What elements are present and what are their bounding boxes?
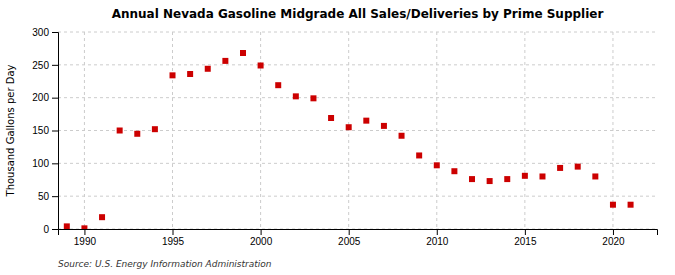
- grid-line-y: [58, 64, 657, 65]
- point: [504, 176, 510, 182]
- point: [310, 95, 316, 101]
- tick: 2005: [338, 229, 361, 247]
- point: [275, 82, 281, 88]
- tick-label: 2020: [602, 236, 625, 247]
- point: [522, 173, 528, 179]
- point: [416, 152, 422, 158]
- tick-mark: [52, 196, 58, 197]
- tick: 200: [32, 92, 58, 103]
- tick: 300: [32, 27, 58, 38]
- tick-mark: [173, 229, 174, 235]
- tick: 0: [43, 224, 58, 235]
- point: [451, 168, 457, 174]
- point: [592, 173, 598, 179]
- plot: 1990 1995 2000 2005 2010 2015 2020 0 50 100 150 200…: [32, 27, 657, 247]
- tick: 2020: [602, 229, 625, 247]
- chart: 1990 1995 2000 2005 2010 2015 2020 0 50 100 150 200…: [0, 0, 675, 275]
- tick-label: 200: [32, 92, 49, 103]
- axis-line: [59, 230, 658, 236]
- tick-mark: [52, 32, 58, 33]
- tick-mark: [52, 163, 58, 164]
- point: [575, 164, 581, 170]
- tick: 2015: [514, 229, 537, 247]
- point: [557, 165, 563, 171]
- point: [293, 93, 299, 99]
- y-axis-title: Thousand Gallons per Day: [5, 64, 16, 197]
- tick: 150: [32, 125, 58, 136]
- tick-mark: [52, 131, 58, 132]
- point: [222, 58, 228, 64]
- tick-label: 50: [38, 191, 50, 202]
- tick-label: 250: [32, 60, 49, 71]
- tick-label: 1995: [162, 236, 185, 247]
- tick: 1995: [162, 229, 185, 247]
- tick-mark: [84, 229, 85, 235]
- tick: 2000: [250, 229, 273, 247]
- tick-mark: [52, 98, 58, 99]
- tick-mark: [349, 229, 350, 235]
- point: [240, 50, 246, 56]
- tick: 1990: [74, 229, 97, 247]
- point: [469, 176, 475, 182]
- tick-label: 2015: [514, 236, 537, 247]
- point: [399, 133, 405, 139]
- grid-line-x: [260, 32, 261, 229]
- grid-line-x: [524, 32, 525, 229]
- point: [487, 178, 493, 184]
- point: [170, 72, 176, 78]
- points: [64, 50, 634, 229]
- point: [99, 214, 105, 220]
- point: [346, 124, 352, 130]
- tick-label: 100: [32, 158, 49, 169]
- point: [628, 202, 634, 208]
- grid: [58, 32, 657, 229]
- tick-mark: [261, 229, 262, 235]
- tick-mark: [52, 65, 58, 66]
- y-axis: 0 50 100 150 200 250 300: [32, 27, 58, 235]
- point: [187, 71, 193, 77]
- tick-label: 1990: [74, 236, 97, 247]
- x-axis: 1990 1995 2000 2005 2010 2015 2020: [59, 229, 658, 247]
- point: [610, 202, 616, 208]
- tick: 250: [32, 60, 58, 71]
- tick: 2010: [426, 229, 449, 247]
- tick: 50: [38, 191, 58, 202]
- tick-mark: [525, 229, 526, 235]
- grid-line-y: [58, 32, 657, 33]
- tick: 100: [32, 158, 58, 169]
- tick-label: 2000: [250, 236, 273, 247]
- tick-mark: [52, 229, 58, 230]
- title: Annual Nevada Gasoline Midgrade All Sale…: [112, 7, 604, 21]
- tick-mark: [613, 229, 614, 235]
- point: [363, 118, 369, 124]
- point: [64, 223, 70, 229]
- tick-label: 2010: [426, 236, 449, 247]
- tick-label: 0: [43, 224, 49, 235]
- point: [205, 66, 211, 72]
- point: [134, 131, 140, 137]
- grid-line-y: [58, 130, 657, 131]
- point: [258, 62, 264, 68]
- grid-line-y: [58, 97, 657, 98]
- point: [117, 128, 123, 134]
- point: [328, 115, 334, 121]
- point: [152, 126, 158, 132]
- grid-line-y: [58, 196, 657, 197]
- annotation: Source: U.S. Energy Information Administ…: [58, 259, 272, 269]
- tick-label: 2005: [338, 236, 361, 247]
- point: [381, 123, 387, 129]
- tick-mark: [437, 229, 438, 235]
- point: [434, 162, 440, 168]
- tick-label: 300: [32, 27, 49, 38]
- point: [81, 225, 87, 229]
- tick-label: 150: [32, 125, 49, 136]
- axis-line: [52, 33, 59, 230]
- point: [539, 173, 545, 179]
- grid-line-y: [58, 163, 657, 164]
